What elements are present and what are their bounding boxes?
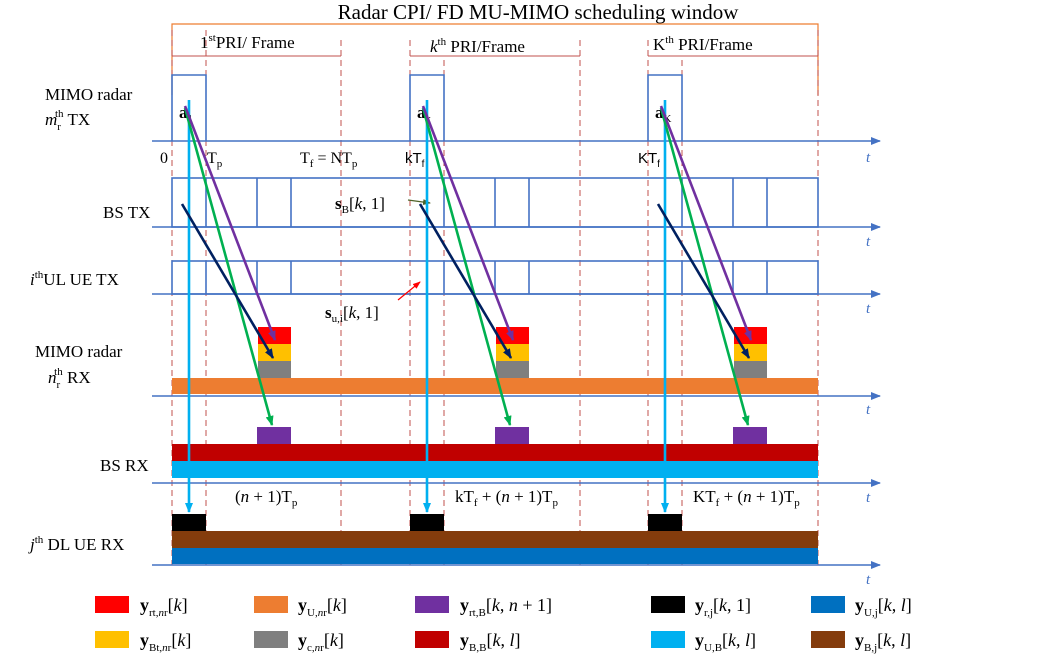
svg-text:t: t [866,150,871,166]
signal-sB: sB[k, 1] [335,194,385,216]
axis-t-labels: t t t t t t [866,150,871,588]
svg-text:t: t [866,490,871,506]
radar-rx-label-line2: nrth RX [48,366,91,391]
legend-label-yU-j: yU,j[k, l] [855,595,912,619]
legend-swatch-yrt-B [415,596,449,613]
legend-label-yc-nr: yc,nr[k] [298,630,344,654]
bs-tx-slots [171,177,819,228]
ul-ue-tx-slots [171,260,819,295]
dl-ue-rx-black-blocks [172,514,682,531]
dl-ue-rx-label: jth DL UE RX [28,534,124,554]
legend-label-yB-j: yB,j[k, l] [855,630,911,654]
radar-tx-pulses [171,74,683,141]
legend-label-yU-B: yU,B[k, l] [695,630,756,654]
legend-label-yrt-B: yrt,B[k, n + 1] [460,595,552,619]
legend-swatch-yU-j [811,596,845,613]
legend-label-yU-nr: yU,nr[k] [298,595,347,619]
bs-rx-purple-blocks [257,427,767,444]
propagation-arrows [180,100,753,513]
legend-label-yr-j: yr,j[k, 1] [695,595,751,619]
frame-boundaries [171,30,819,565]
window-title: Radar CPI/ FD MU-MIMO scheduling window [338,0,740,24]
legend-label-yB-B: yB,B[k, l] [460,630,520,654]
legend-swatch-yrt-nr [95,596,129,613]
legend-swatch-yr-j [651,596,685,613]
frame-k-label: kth PRI/Frame [430,36,525,56]
signal-su: su,i[k, 1] [325,303,379,325]
frame-K-label: Kth PRI/Frame [653,34,753,54]
bs-rx-label: BS RX [100,456,149,475]
time-tf: Tf = NTp [300,150,358,170]
window-bracket [171,23,819,95]
radar-rx-label-line1: MIMO radar [35,342,123,361]
rx-time-K: KTf + (n + 1)Tp [693,487,800,509]
svg-text:t: t [866,301,871,317]
su-pointer [397,281,421,301]
radar-tx-label-line1: MIMO radar [45,85,133,104]
svg-text:t: t [866,234,871,250]
legend-swatch-yc-nr [254,631,288,648]
legend-swatch-yB-B [415,631,449,648]
dl-ue-rx-band-blue [172,548,818,564]
radar-rx-band [172,378,818,394]
legend: yrt,nr[k] yU,nr[k] yrt,B[k, n + 1] yr,j[… [95,595,912,654]
legend-label-yBt-nr: yBt,nr[k] [140,630,191,654]
bs-rx-band-red [172,444,818,461]
radar-tx-label-line2: mrth TX [45,108,90,133]
legend-swatch-yB-j [811,631,845,648]
svg-text:t: t [866,402,871,418]
svg-text:t: t [866,572,871,588]
legend-label-yrt-nr: yrt,nr[k] [140,595,188,619]
time-Ktf: KTf [638,150,660,170]
time-ktf: kTf [405,150,425,170]
legend-swatch-yU-B [651,631,685,648]
bs-tx-label: BS TX [103,203,150,222]
time-zero: 0 [160,150,168,167]
radar-rx-blocks [258,327,767,378]
bs-rx-band-cyan [172,461,818,478]
dl-ue-rx-band-brown [172,531,818,548]
frame-1-label: 1stPRI/ Frame [200,32,295,52]
legend-swatch-yBt-nr [95,631,129,648]
rx-time-k: kTf + (n + 1)Tp [455,487,558,509]
legend-swatch-yU-nr [254,596,288,613]
ul-ue-tx-label: ithUL UE TX [30,269,119,289]
rx-time-1: (n + 1)Tp [235,487,298,509]
